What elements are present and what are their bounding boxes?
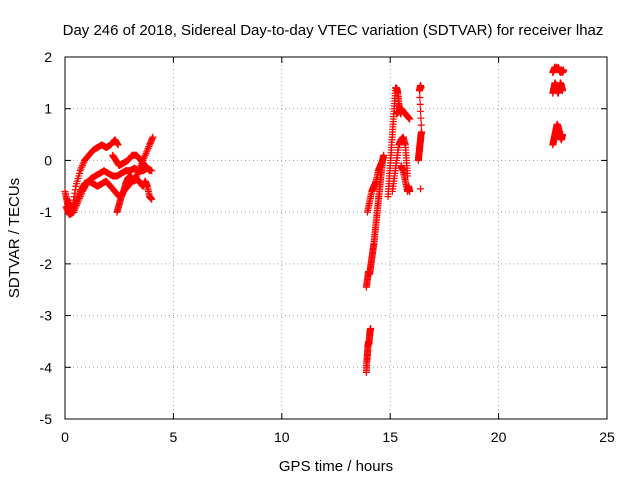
data-point [75,189,83,197]
series-arc-f [362,325,375,376]
series-arc-m [414,81,426,164]
data-point [71,199,79,207]
data-point [417,114,425,122]
data-point [78,163,86,171]
data-point [417,107,425,115]
x-tick-labels: 0 5 10 15 20 25 [61,429,615,445]
series-arc-k [393,105,414,123]
data-point [559,87,567,95]
data-point [65,199,73,207]
y-tick-label: -4 [40,359,53,375]
data-point [75,191,83,199]
data-point [560,66,568,74]
data-point [148,195,156,203]
series-arc-e [109,151,154,175]
data-point [142,150,150,158]
data-point [417,121,425,129]
data-point [64,197,72,205]
data-point [141,151,149,159]
series-arc-p [549,79,567,97]
y-tick-labels: -5 -4 -3 -2 -1 0 1 2 [40,49,53,427]
data-point [72,198,80,206]
data-point [140,153,148,161]
data-point [379,156,387,164]
y-tick-label: -3 [40,308,53,324]
data-point [78,162,86,170]
data-point [135,167,143,175]
data-point [380,151,388,159]
data-point [559,131,567,139]
data-point [74,193,82,201]
series-arc-o [549,63,568,77]
data-point [73,196,81,204]
series-arc-q [549,120,567,149]
axis-ticks [64,56,608,420]
data-point [367,325,375,332]
data-point [416,94,424,102]
data-point [134,168,142,176]
x-tick-label: 0 [61,429,69,445]
x-axis-label: GPS time / hours [279,458,393,475]
x-tick-label: 5 [170,429,178,445]
data-point [145,166,153,174]
data-point [149,133,157,141]
y-tick-label: 2 [44,49,52,65]
series-arc-l [397,162,414,195]
data-points [61,63,568,376]
data-point [79,160,87,168]
data-point [143,146,151,154]
series-arc-n [417,185,425,193]
data-point [63,195,71,203]
data-point [76,167,84,175]
data-point [418,128,426,136]
y-tick-label: -2 [40,256,53,272]
data-point [417,84,425,92]
data-point [144,165,152,173]
y-tick-label: 1 [44,101,52,117]
grid-lines [65,57,607,419]
plot-frame [64,56,608,420]
data-point [135,165,143,173]
x-tick-label: 25 [599,429,615,445]
series-arc-d [113,172,156,216]
data-point [406,115,414,123]
chart-title: Day 246 of 2018, Sidereal Day-to-day VTE… [63,22,604,39]
y-tick-label: 0 [44,152,52,168]
series-arc-a [61,136,122,216]
x-tick-label: 15 [382,429,398,445]
x-tick-label: 10 [274,429,290,445]
data-point [77,165,85,173]
data-point [143,148,151,156]
data-point [145,143,153,151]
data-point [114,141,122,149]
data-point [416,100,424,108]
data-point [144,144,152,152]
y-tick-label: -5 [40,411,53,427]
x-tick-label: 20 [491,429,507,445]
data-point [136,163,144,171]
data-point [417,185,425,193]
data-point [406,187,414,195]
data-point [146,167,154,175]
y-axis-label: SDTVAR / TECUs [6,178,23,298]
series-arc-h [363,156,387,216]
y-tick-label: -1 [40,204,53,220]
data-point [73,194,81,202]
